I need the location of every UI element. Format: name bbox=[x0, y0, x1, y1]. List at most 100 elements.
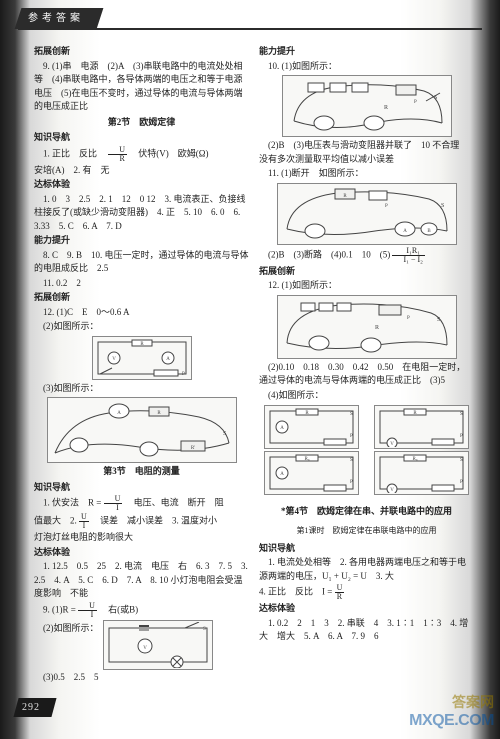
fraction-U-R: UR bbox=[108, 146, 127, 163]
text-frag: (2)B (3)断路 (4)0.1 10 (5) bbox=[268, 249, 390, 259]
text-r11-1: 11. (1)断开 如图所示： bbox=[259, 167, 474, 181]
circuit-svg: R V S P bbox=[376, 407, 467, 447]
text-r11-2: (2)B (3)断路 (4)0.1 10 (5) I₁R₁I₁ − I₂ bbox=[259, 247, 474, 264]
text-zsdh3-3: 灯泡灯丝电阻的影响很大 bbox=[34, 531, 249, 545]
text-zsdh3-1: 1. 伏安法 R = UI 电压、电流 断开 阻 bbox=[34, 495, 249, 512]
text-nlts2: 8. C 9. B 10. 电压一定时，通过导体的电流与导体的电阻成反比 2.5 bbox=[34, 249, 249, 276]
circuit-diagram-5: R P A B S bbox=[277, 183, 457, 245]
page-number-text: 292 bbox=[22, 700, 40, 715]
text-dbty3-1: 1. 12.5 0.5 25 2. 电流 电压 右 6. 3 7. 5 3. 2… bbox=[34, 560, 249, 601]
text-r10-2: (2)B (3)电压表与滑动变阻器并联了 10 不合理 没有多次测量取平均值以减… bbox=[259, 139, 474, 166]
text-frag: 右(或B) bbox=[99, 604, 138, 614]
circuit-diagram-7a: A R S P bbox=[264, 405, 359, 449]
svg-text:S: S bbox=[350, 458, 353, 463]
watermark-en: MXQE.COM bbox=[409, 709, 494, 733]
circuit-diagram-6: P S R bbox=[277, 295, 457, 359]
text-frag: 4. 正比 反比 I = bbox=[259, 587, 335, 597]
svg-text:A: A bbox=[280, 426, 284, 431]
svg-text:A: A bbox=[403, 229, 407, 234]
text-dbty2: 1. 0 3 2.5 2. 1 12 0 12 3. 电流表正、负接线柱接反了(… bbox=[34, 193, 249, 234]
text-frag: 1. 伏安法 R = bbox=[43, 498, 104, 508]
text-tz2-3: (3)如图所示： bbox=[34, 382, 249, 396]
svg-text:S: S bbox=[460, 412, 463, 417]
svg-text:R₀: R₀ bbox=[305, 457, 310, 462]
svg-text:P: P bbox=[350, 480, 353, 485]
svg-text:R₀: R₀ bbox=[412, 457, 417, 462]
text-frag: 误差 减小误差 3. 温度对小 bbox=[91, 516, 217, 526]
svg-text:V: V bbox=[112, 357, 116, 362]
circuit-diagram-2: A R R' S bbox=[47, 397, 237, 463]
svg-text:V: V bbox=[143, 646, 147, 651]
circuit-svg: R P A B S bbox=[279, 185, 455, 243]
svg-text:S: S bbox=[460, 458, 463, 463]
text-frag: 电压、电流 断开 阻 bbox=[125, 498, 224, 508]
svg-text:S: S bbox=[350, 412, 353, 417]
text-zsdh3-2: 值最大 2. UI 误差 减小误差 3. 温度对小 bbox=[34, 513, 249, 530]
svg-text:P: P bbox=[350, 434, 353, 439]
text-dbty3-2: 9. (1)R = UI 右(或B) bbox=[34, 602, 249, 619]
text-r10-1: 10. (1)如图所示： bbox=[259, 60, 474, 74]
circuit-diagram-7c: A R₀ S P bbox=[264, 451, 359, 495]
text-r12-2: (2)0.10 0.18 0.30 0.42 0.50 在电阻一定时，通过导体的… bbox=[259, 361, 474, 388]
heading-section-4: *第4节 欧姆定律在串、并联电路中的应用 bbox=[259, 505, 474, 519]
circuit-diagram-7b: R V S P bbox=[374, 405, 469, 449]
text-9: 9. (1)串 电源 (2)A (3)串联电路中的电流处处相等 (4)串联电路中… bbox=[34, 60, 249, 114]
text-nlts2b: 11. 0.2 2 bbox=[34, 277, 249, 291]
heading-tuozhan-1: 拓展创新 bbox=[34, 45, 249, 59]
circuit-svg: V S bbox=[105, 622, 211, 668]
svg-text:P: P bbox=[182, 372, 185, 377]
text-frag: 9. (1)R = bbox=[43, 604, 78, 614]
svg-text:P: P bbox=[407, 316, 410, 321]
heading-tuozhan-r: 拓展创新 bbox=[259, 265, 474, 279]
text-dbty4: 1. 0.2 2 1 3 2. 串联 4 3. 1∶1 1∶3 4. 增大 增大… bbox=[259, 617, 474, 644]
svg-text:V: V bbox=[390, 488, 394, 493]
text-tz2-1: 12. (1)C E 0～0.6 A bbox=[34, 306, 249, 320]
text-zsdh4-1: 1. 电流处处相等 2. 各用电器两端电压之和等于电源两端的电压，U₁ + U₂… bbox=[259, 556, 474, 583]
heading-section-2: 第2节 欧姆定律 bbox=[34, 116, 249, 130]
svg-text:P: P bbox=[414, 100, 417, 105]
left-column: 拓展创新 9. (1)串 电源 (2)A (3)串联电路中的电流处处相等 (4)… bbox=[34, 44, 249, 689]
svg-text:P: P bbox=[385, 204, 388, 209]
circuit-svg: A R S P bbox=[266, 407, 357, 447]
svg-text:V: V bbox=[390, 442, 394, 447]
text-dbty3-4: (3)0.5 2.5 5 bbox=[34, 671, 249, 685]
heading-nlts-2: 能力提升 bbox=[34, 234, 249, 248]
heading-lesson-1: 第1课时 欧姆定律在串联电路中的应用 bbox=[259, 525, 474, 537]
svg-text:P: P bbox=[460, 434, 463, 439]
svg-text:A: A bbox=[117, 411, 121, 416]
text-r12-1: 12. (1)如图所示： bbox=[259, 279, 474, 293]
header-tab: 参考答案 bbox=[15, 8, 104, 29]
heading-section-3: 第3节 电阻的测量 bbox=[34, 465, 249, 479]
svg-text:P: P bbox=[460, 480, 463, 485]
text-frag: 伏特(V) 欧姆(Ω) bbox=[129, 148, 208, 158]
heading-zsdh-2: 知识导航 bbox=[34, 131, 249, 145]
circuit-diagram-4: S R P bbox=[282, 75, 452, 137]
right-column: 能力提升 10. (1)如图所示： S R P (2)B (3)电压表与滑动变阻… bbox=[259, 44, 474, 689]
fraction-U-I: UI bbox=[104, 495, 123, 512]
svg-text:R': R' bbox=[190, 446, 194, 451]
fraction-U-I-3: UI bbox=[78, 602, 97, 619]
svg-text:S: S bbox=[203, 627, 206, 632]
circuit-svg: R V A P bbox=[94, 338, 190, 378]
circuit-svg: R₀ V S P bbox=[376, 453, 467, 493]
circuit-diagram-1: R V A P bbox=[92, 336, 192, 380]
text-r12-3: (4)如图所示： bbox=[259, 389, 474, 403]
heading-nlts-r: 能力提升 bbox=[259, 45, 474, 59]
text-frag: 1. 正比 反比 bbox=[43, 148, 106, 158]
text-frag: 值最大 2. bbox=[34, 516, 79, 526]
svg-text:S: S bbox=[437, 317, 440, 323]
text-dbty3-3: (2)如图所示： bbox=[34, 622, 99, 636]
heading-zsdh-4: 知识导航 bbox=[259, 542, 474, 556]
svg-text:A: A bbox=[166, 357, 170, 362]
text-zsdh4-2: 4. 正比 反比 I = UR bbox=[259, 584, 474, 601]
heading-dbty-3: 达标体验 bbox=[34, 546, 249, 560]
circuit-svg: S R P bbox=[284, 77, 450, 135]
svg-text:R: R bbox=[375, 325, 379, 331]
circuit-diagram-7d: R₀ V S P bbox=[374, 451, 469, 495]
header-title: 参考答案 bbox=[28, 11, 84, 26]
fraction-U-R-2: UR bbox=[335, 584, 345, 601]
circuit-diagram-3: V S bbox=[103, 620, 213, 670]
circuit-diagram-row-2: A R₀ S P R₀ V S P bbox=[259, 449, 474, 497]
fraction-U-I-2: UI bbox=[79, 513, 89, 530]
svg-text:S: S bbox=[223, 431, 226, 437]
